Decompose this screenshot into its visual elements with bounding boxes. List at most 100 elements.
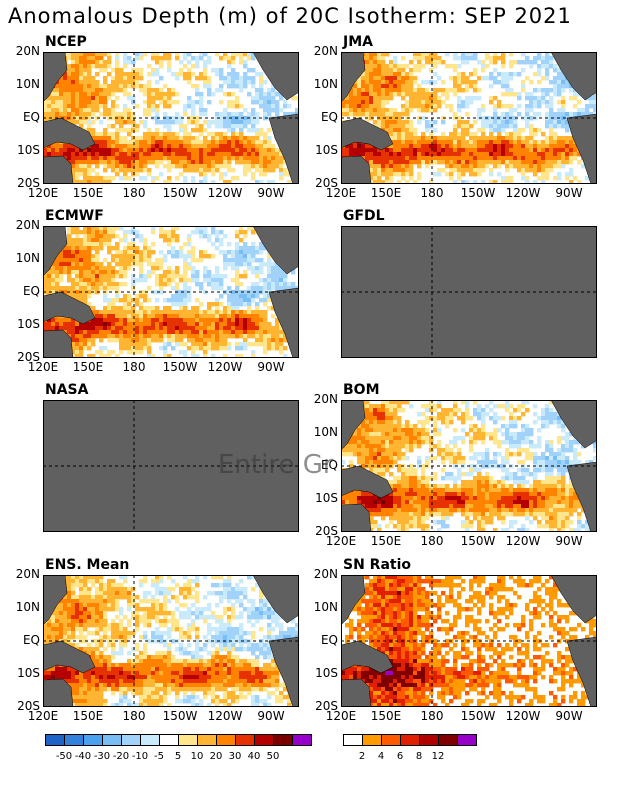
land-australia [341, 503, 372, 532]
land-central-america [252, 575, 299, 624]
map-frame [43, 52, 299, 184]
land-asia [341, 52, 366, 103]
colorbar-swatch [362, 734, 382, 746]
lat-tick-label: 10N [313, 77, 338, 91]
lat-tick-label: 20N [313, 567, 338, 581]
lat-tick-label: 10N [15, 77, 40, 91]
colorbar-label: 10 [190, 751, 204, 762]
land-new-guinea [341, 640, 394, 674]
colorbar-label: -30 [93, 751, 111, 762]
map-canvas [43, 52, 299, 184]
land-new-guinea [43, 640, 96, 674]
lon-tick-label: 150W [162, 360, 198, 374]
lat-tick-label: 10S [315, 491, 338, 505]
colorbar-label: 12 [431, 751, 445, 762]
panel-title: NCEP [45, 34, 87, 50]
colorbar-swatch [83, 734, 103, 746]
lon-tick-label: 150W [460, 186, 496, 200]
lat-tick-label: 20N [313, 44, 338, 58]
land-australia [43, 329, 74, 358]
colorbar-label: -10 [131, 751, 149, 762]
lon-tick-label: 150E [72, 709, 104, 723]
colorbar-swatch [216, 734, 236, 746]
panel-title: NASA [45, 382, 89, 398]
colorbar-label: 30 [228, 751, 242, 762]
land-new-guinea [43, 117, 96, 151]
map-frame [43, 400, 299, 532]
map-panel-ncep [43, 52, 299, 184]
lon-tick-label: 150W [162, 709, 198, 723]
lat-tick-label: 20S [17, 699, 40, 713]
anomaly-colorbar [45, 734, 312, 746]
colorbar-swatch [381, 734, 401, 746]
lon-tick-label: 120W [505, 186, 541, 200]
lon-tick-label: 150W [162, 186, 198, 200]
lon-tick-label: 150E [72, 186, 104, 200]
panel-title: BOM [343, 382, 380, 398]
land-asia [43, 226, 68, 277]
lat-tick-label: EQ [22, 633, 40, 647]
lon-tick-label: 90W [257, 360, 285, 374]
lon-tick-label: 120W [207, 360, 243, 374]
lat-tick-label: 20S [315, 699, 338, 713]
land-south-america [268, 636, 299, 707]
lat-tick-label: 20S [315, 176, 338, 190]
land-new-guinea [341, 465, 394, 499]
lon-tick-label: 150E [370, 709, 402, 723]
snr-colorbar [343, 734, 477, 746]
map-panel-jma [341, 52, 597, 184]
colorbar-swatch [457, 734, 477, 746]
overlay-text: Entire Gr [218, 450, 334, 480]
lon-tick-label: 150W [460, 534, 496, 548]
lat-tick-label: EQ [320, 458, 338, 472]
map-canvas [43, 400, 299, 532]
lon-tick-label: 120E [27, 186, 59, 200]
lon-tick-label: 120E [27, 709, 59, 723]
lat-tick-label: 20N [15, 44, 40, 58]
land-central-america [252, 52, 299, 101]
colorbar-swatch [419, 734, 439, 746]
land-central-america [550, 575, 597, 624]
map-panel-ens-mean [43, 575, 299, 707]
colorbar-label: 40 [247, 751, 261, 762]
lat-tick-label: 10N [313, 425, 338, 439]
lon-tick-label: 180 [420, 186, 444, 200]
land-australia [341, 155, 372, 184]
map-canvas [341, 575, 597, 707]
map-canvas [43, 226, 299, 358]
lat-tick-label: 10S [315, 143, 338, 157]
panel-title: GFDL [343, 208, 385, 224]
lat-tick-label: 10S [17, 666, 40, 680]
map-panel-sn-ratio [341, 575, 597, 707]
land-central-america [252, 226, 299, 275]
lat-tick-label: 10N [15, 600, 40, 614]
colorbar-swatch [235, 734, 255, 746]
colorbar-label: -40 [74, 751, 92, 762]
lon-tick-label: 150W [460, 709, 496, 723]
lat-tick-label: 20N [313, 392, 338, 406]
lon-tick-label: 120W [207, 709, 243, 723]
map-frame [43, 226, 299, 358]
land-asia [341, 575, 366, 626]
colorbar-swatch [64, 734, 84, 746]
colorbar-swatch [178, 734, 198, 746]
land-south-america [566, 636, 597, 707]
lat-tick-label: 10N [15, 251, 40, 265]
map-canvas [341, 400, 597, 532]
colorbar-label: -5 [154, 751, 164, 762]
lon-tick-label: 120E [325, 709, 357, 723]
lat-tick-label: 10N [313, 600, 338, 614]
colorbar-label: 20 [209, 751, 223, 762]
land-asia [43, 52, 68, 103]
figure-title: Anomalous Depth (m) of 20C Isotherm: SEP… [8, 4, 572, 28]
colorbar-swatch [45, 734, 65, 746]
map-panel-nasa [43, 400, 299, 532]
land-asia [341, 400, 366, 451]
lon-tick-label: 90W [555, 709, 583, 723]
lon-tick-label: 120W [505, 534, 541, 548]
land-south-america [566, 113, 597, 184]
lon-tick-label: 120W [207, 186, 243, 200]
land-central-america [550, 400, 597, 449]
anomaly-field [341, 52, 597, 184]
lon-tick-label: 180 [122, 360, 146, 374]
